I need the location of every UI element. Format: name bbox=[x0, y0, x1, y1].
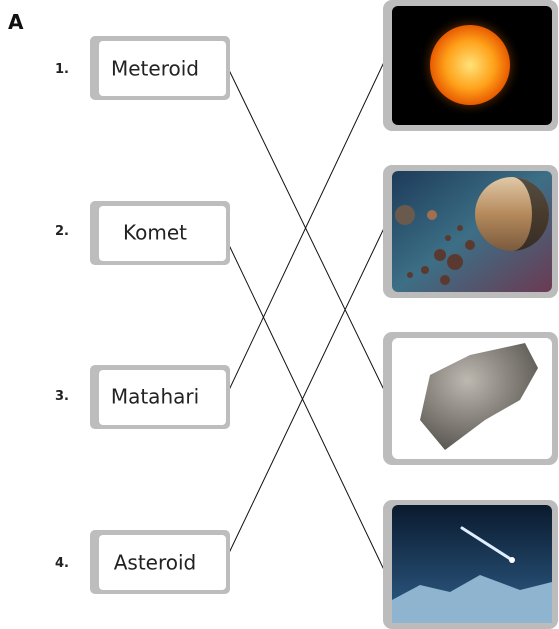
image-asteroids bbox=[383, 165, 558, 298]
image-sun bbox=[383, 0, 558, 131]
item-label: Asteroid bbox=[114, 551, 197, 575]
item-number: 1. bbox=[55, 62, 69, 77]
item-number: 3. bbox=[55, 389, 69, 404]
item-label: Meteroid bbox=[111, 57, 199, 81]
item-label: Komet bbox=[123, 221, 187, 245]
item-number: 2. bbox=[55, 224, 69, 239]
match-line bbox=[229, 60, 385, 390]
image-meteoroid bbox=[383, 332, 558, 465]
match-line bbox=[229, 70, 385, 392]
worksheet: A 1. Meteroid 2. Komet 3. Matahari 4. As… bbox=[0, 0, 559, 629]
match-line bbox=[229, 226, 385, 553]
section-label: A bbox=[8, 10, 24, 34]
item-number: 4. bbox=[55, 556, 69, 571]
match-line bbox=[229, 245, 385, 572]
image-comet bbox=[383, 500, 558, 629]
match-lines bbox=[229, 60, 385, 572]
label-boxes bbox=[90, 36, 230, 594]
item-label: Matahari bbox=[111, 385, 199, 409]
